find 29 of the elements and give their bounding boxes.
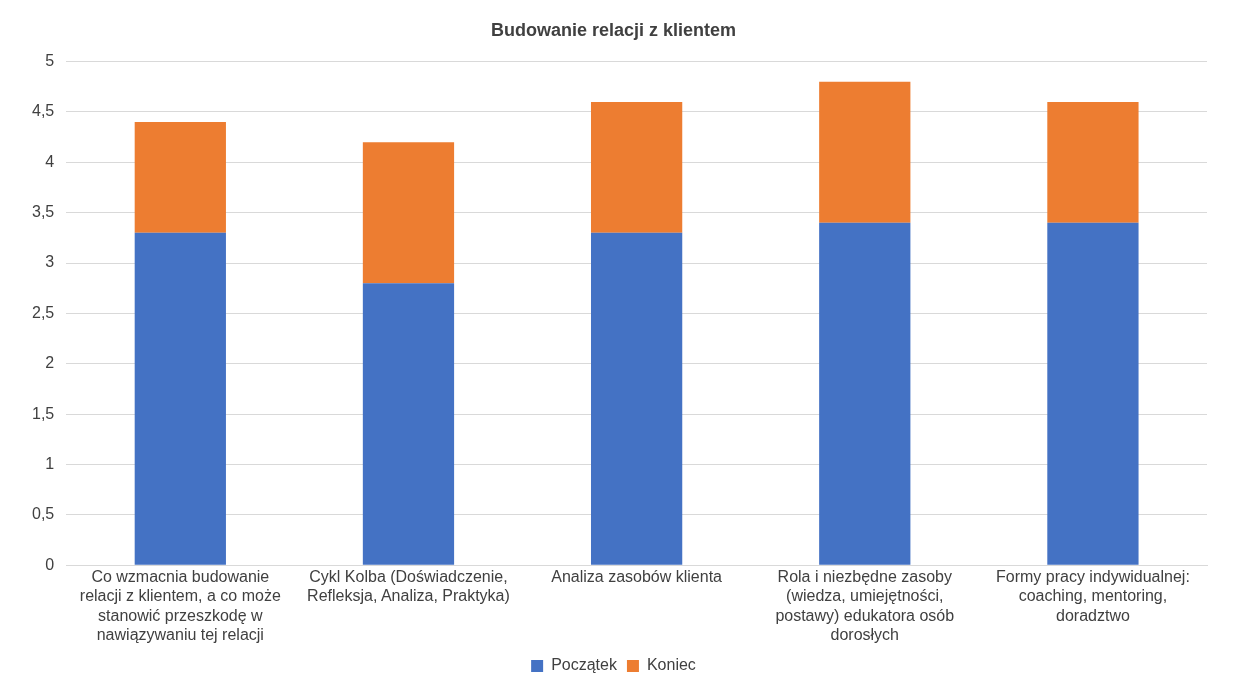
x-tick-label: Formy pracy indywidualnej: coaching, mentoring, doradztwo: [995, 568, 1190, 624]
bar: [1047, 222, 1139, 565]
y-tick-label: 1,5: [31, 404, 55, 422]
y-tick-label: 5: [45, 52, 55, 70]
bar: [1047, 101, 1139, 223]
bar: [134, 232, 226, 565]
x-tick-label: Co wzmacnia budowanie relacji z klientem, a co może stanowić przeszkodę w nawiązywaniu tej relacji: [79, 568, 281, 643]
y-tick-label: 3: [45, 253, 55, 271]
bar: [590, 101, 683, 233]
y-tick-label: 4,5: [31, 102, 55, 120]
y-tick-label: 4: [45, 152, 55, 170]
bar: [134, 122, 226, 233]
chart-title: Budowanie relacji z klientem: [490, 19, 737, 40]
y-tick-label: 2: [45, 354, 55, 372]
bar: [362, 142, 455, 284]
bar: [362, 283, 455, 565]
bar: [819, 81, 911, 223]
x-tick-label: Cykl Kolba (Doświadczenie, Refleksja, Analiza, Praktyka): [307, 568, 510, 605]
y-tick-label: 1: [45, 454, 55, 472]
y-tick-label: 0: [45, 555, 55, 573]
legend-label: Początek: [551, 656, 618, 674]
x-tick-label: Rola i niezbędne zasoby (wiedza, umiejętności, postawy) edukatora osób dorosłych: [775, 568, 955, 643]
y-tick-label: 2,5: [31, 303, 55, 321]
bar: [590, 232, 683, 565]
bar: [819, 222, 911, 565]
y-tick-label: 0,5: [31, 505, 55, 523]
x-tick-label: Analiza zasobów klienta: [551, 568, 723, 586]
y-tick-label: 3,5: [31, 203, 55, 221]
legend-label: Koniec: [646, 656, 696, 674]
